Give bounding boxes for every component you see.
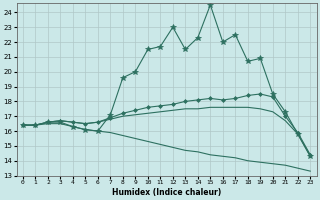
X-axis label: Humidex (Indice chaleur): Humidex (Indice chaleur)	[112, 188, 221, 197]
